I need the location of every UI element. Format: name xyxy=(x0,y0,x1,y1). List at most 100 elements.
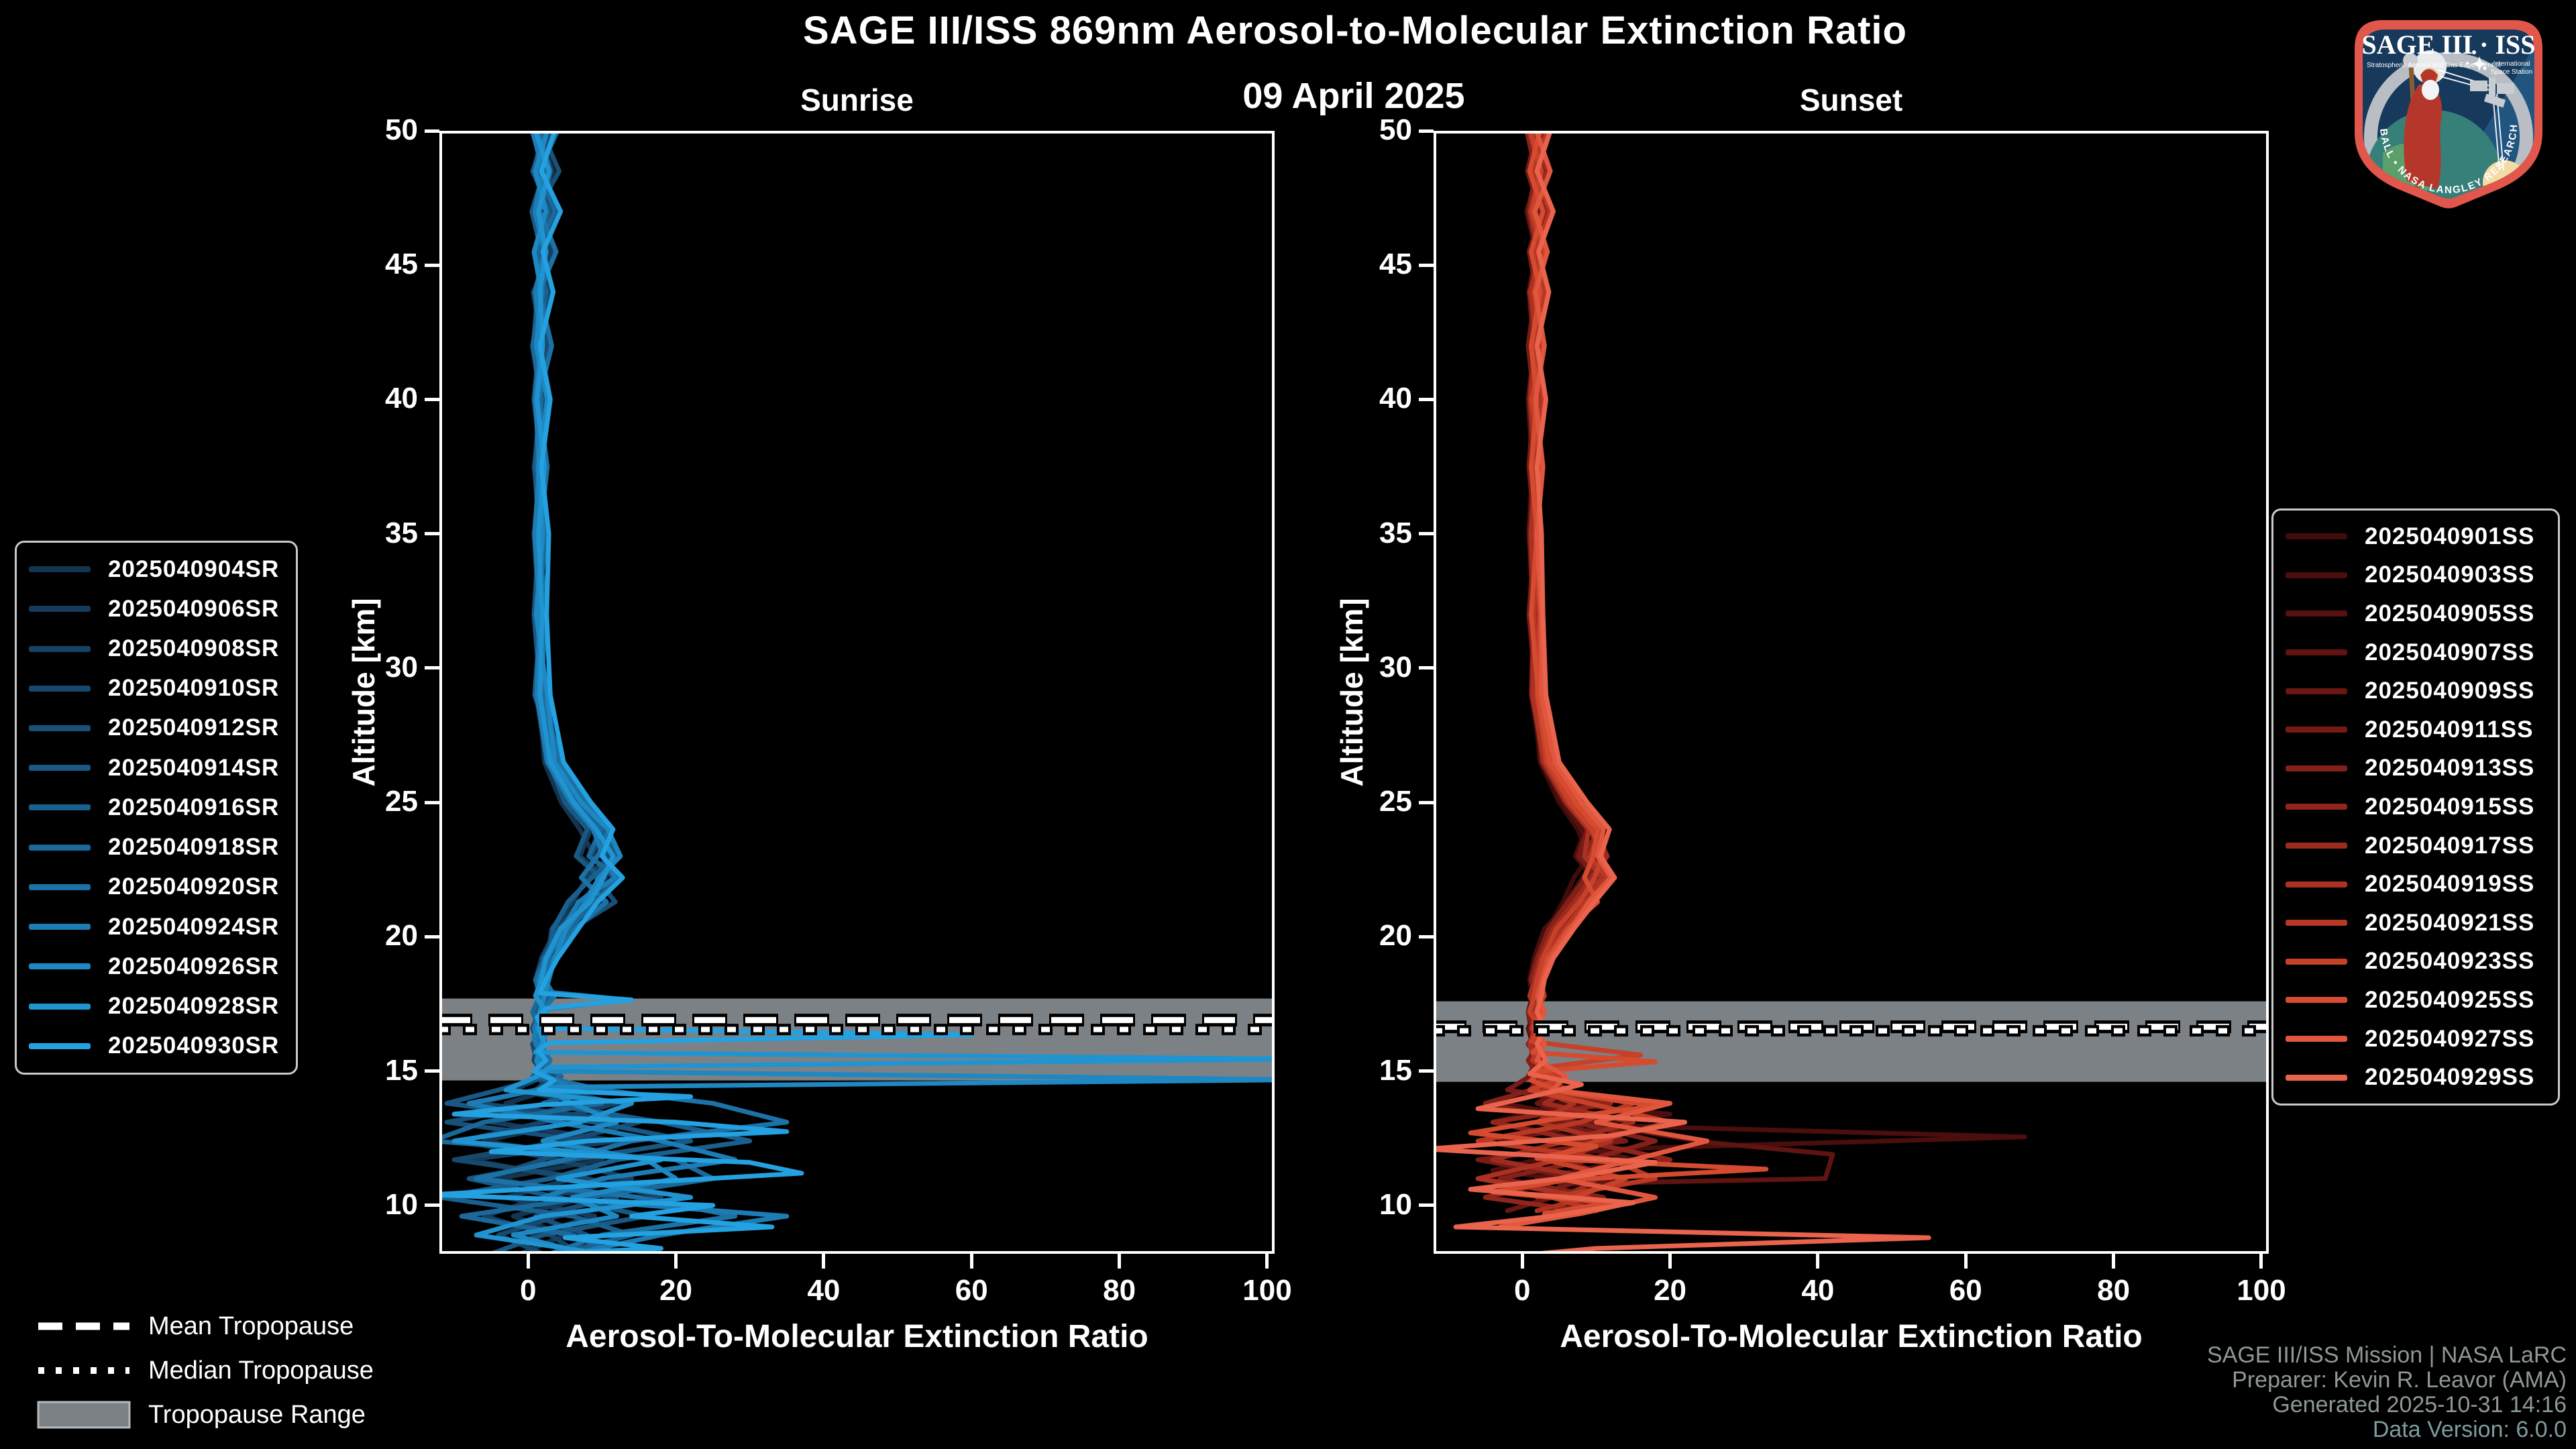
orbit-ring xyxy=(2364,52,2533,199)
y-tick-mark xyxy=(1419,532,1434,536)
legend-line-swatch xyxy=(29,1042,91,1049)
series-2025040927SS xyxy=(1497,131,1710,1230)
legend-item: 2025040920SR xyxy=(29,873,284,900)
series-2025040923SS xyxy=(1527,131,1673,1200)
legend-label: 2025040903SS xyxy=(2365,561,2535,588)
legend-label: 2025040929SS xyxy=(2365,1064,2535,1091)
legend-label: 2025040908SR xyxy=(108,635,280,662)
legend-label: 2025040911SS xyxy=(2365,716,2534,743)
legend-line-swatch xyxy=(29,804,91,811)
legend-item: 2025040930SR xyxy=(29,1032,284,1059)
legend-label: 2025040919SS xyxy=(2365,871,2535,898)
legend-label: 2025040905SS xyxy=(2365,600,2535,627)
panel-title-sunset: Sunset xyxy=(1799,83,1903,117)
logo-title: SAGE III · ISS xyxy=(2361,30,2535,60)
mission-patch-icon: BALL • NASA LANGLEY RESEARCH CENTER • TA… xyxy=(2355,20,2542,209)
y-tick-mark xyxy=(1419,397,1434,401)
legend-line-swatch xyxy=(29,883,91,890)
y-tick-mark xyxy=(1419,934,1434,938)
legend-label: 2025040907SS xyxy=(2365,639,2535,665)
logo-subtitle-left: Stratospheric Aerosol and Gas Experiment… xyxy=(2367,62,2501,69)
dotted-line-icon xyxy=(37,1365,131,1376)
legend-line-swatch xyxy=(2286,765,2347,771)
x-tick-label: 40 xyxy=(1801,1274,1835,1307)
y-tick-label: 15 xyxy=(1379,1053,1412,1087)
legend-label: 2025040928SR xyxy=(108,993,280,1020)
legend-item: 2025040914SR xyxy=(29,755,284,782)
legend-line-swatch xyxy=(29,645,91,652)
legend-line-swatch xyxy=(2286,920,2347,926)
y-tick-label: 45 xyxy=(1379,248,1412,281)
legend-label: 2025040915SS xyxy=(2365,793,2535,820)
generated-timestamp: Generated 2025-10-31 14:16 xyxy=(2272,1392,2567,1417)
legend-item: 2025040913SS xyxy=(2286,755,2546,782)
y-tick-mark xyxy=(1419,1069,1434,1073)
tropopause-range-label: Tropopause Range xyxy=(148,1400,366,1429)
mean-tropopause-label: Mean Tropopause xyxy=(148,1311,354,1340)
legend-line-swatch xyxy=(29,566,91,573)
y-tick-mark xyxy=(425,666,439,670)
series-2025040928SR xyxy=(451,131,1275,1254)
y-tick-mark xyxy=(1419,666,1434,670)
x-tick-mark xyxy=(1816,1254,1820,1269)
y-tick-mark xyxy=(425,397,439,401)
legend-label: 2025040901SS xyxy=(2365,523,2535,549)
y-tick-label: 40 xyxy=(1379,382,1412,415)
x-tick-label: 100 xyxy=(1242,1274,1292,1307)
legend-label: 2025040921SS xyxy=(2365,909,2535,936)
iss-icon xyxy=(2470,78,2514,108)
plot-frame xyxy=(1434,131,2269,1254)
median-tropopause-legend-item: Median Tropopause xyxy=(37,1354,374,1387)
legend-label: 2025040916SR xyxy=(108,794,280,820)
y-tick-label: 30 xyxy=(385,650,418,684)
x-tick-mark xyxy=(674,1254,678,1269)
logo-subtitle-right-1: International xyxy=(2493,60,2530,68)
sunset-plot: 0 20 40 60 80 100 10 15 20 25 30 35 40 45 50 xyxy=(1379,113,2286,1307)
legend-line-swatch xyxy=(29,685,91,692)
y-tick-mark xyxy=(1419,800,1434,804)
preparer-credit: Preparer: Kevin R. Leavor (AMA) xyxy=(2232,1367,2567,1393)
date-subtitle: 09 April 2025 xyxy=(1242,76,1465,116)
y-tick-mark xyxy=(425,934,439,938)
y-tick-mark xyxy=(425,800,439,804)
x-tick-mark xyxy=(526,1254,530,1269)
legend-line-swatch xyxy=(2286,649,2347,656)
legend-item: 2025040903SS xyxy=(2286,561,2546,588)
x-tick-label: 20 xyxy=(1654,1274,1687,1307)
legend-item: 2025040928SR xyxy=(29,993,284,1020)
y-tick-label: 20 xyxy=(385,919,418,953)
sunrise-plot: 0 20 40 60 80 100 10 15 20 25 30 35 40 45 50 xyxy=(385,113,1292,1307)
y-tick-label: 35 xyxy=(385,516,418,549)
y-tick-label: 10 xyxy=(1379,1187,1412,1221)
legend-line-swatch xyxy=(29,924,91,930)
sage-iii-iss-logo: BALL • NASA LANGLEY RESEARCH CENTER • TA… xyxy=(2336,5,2561,221)
y-axis-label-sunrise: Altitude [km] xyxy=(346,598,381,787)
x-tick-mark xyxy=(2112,1254,2116,1269)
legend-item: 2025040915SS xyxy=(2286,794,2546,820)
legend-item: 2025040929SS xyxy=(2286,1064,2546,1091)
y-tick-label: 25 xyxy=(1379,785,1412,818)
gray-band-icon xyxy=(37,1401,131,1429)
y-axis-label-sunset: Altitude [km] xyxy=(1334,598,1369,787)
mission-credit: SAGE III/ISS Mission | NASA LaRC xyxy=(2206,1342,2567,1368)
x-tick-mark xyxy=(1118,1254,1122,1269)
legend-item: 2025040927SS xyxy=(2286,1026,2546,1053)
y-tick-label: 45 xyxy=(385,248,418,281)
legend-label: 2025040904SR xyxy=(108,555,280,582)
legend-line-swatch xyxy=(29,765,91,771)
legend-item: 2025040924SR xyxy=(29,914,284,941)
legend-label: 2025040917SS xyxy=(2365,832,2535,859)
legend-label: 2025040914SR xyxy=(108,754,280,781)
legend-line-swatch xyxy=(2286,1074,2347,1081)
sunrise-legend: 2025040904SR 2025040906SR 2025040908SR 2025… xyxy=(15,541,298,1075)
page-title: SAGE III/ISS 869nm Aerosol-to-Molecular … xyxy=(803,9,1907,52)
y-tick-mark xyxy=(425,1069,439,1073)
x-tick-mark xyxy=(969,1254,973,1269)
y-tick-label: 25 xyxy=(385,785,418,818)
legend-item: 2025040925SS xyxy=(2286,987,2546,1014)
legend-label: 2025040923SS xyxy=(2365,948,2535,975)
attribution-block: SAGE III/ISS Mission | NASA LaRC Prepare… xyxy=(2207,1343,2567,1442)
y-tick-mark xyxy=(1419,1203,1434,1208)
legend-item: 2025040909SS xyxy=(2286,678,2546,704)
y-tick-label: 20 xyxy=(1379,919,1412,953)
